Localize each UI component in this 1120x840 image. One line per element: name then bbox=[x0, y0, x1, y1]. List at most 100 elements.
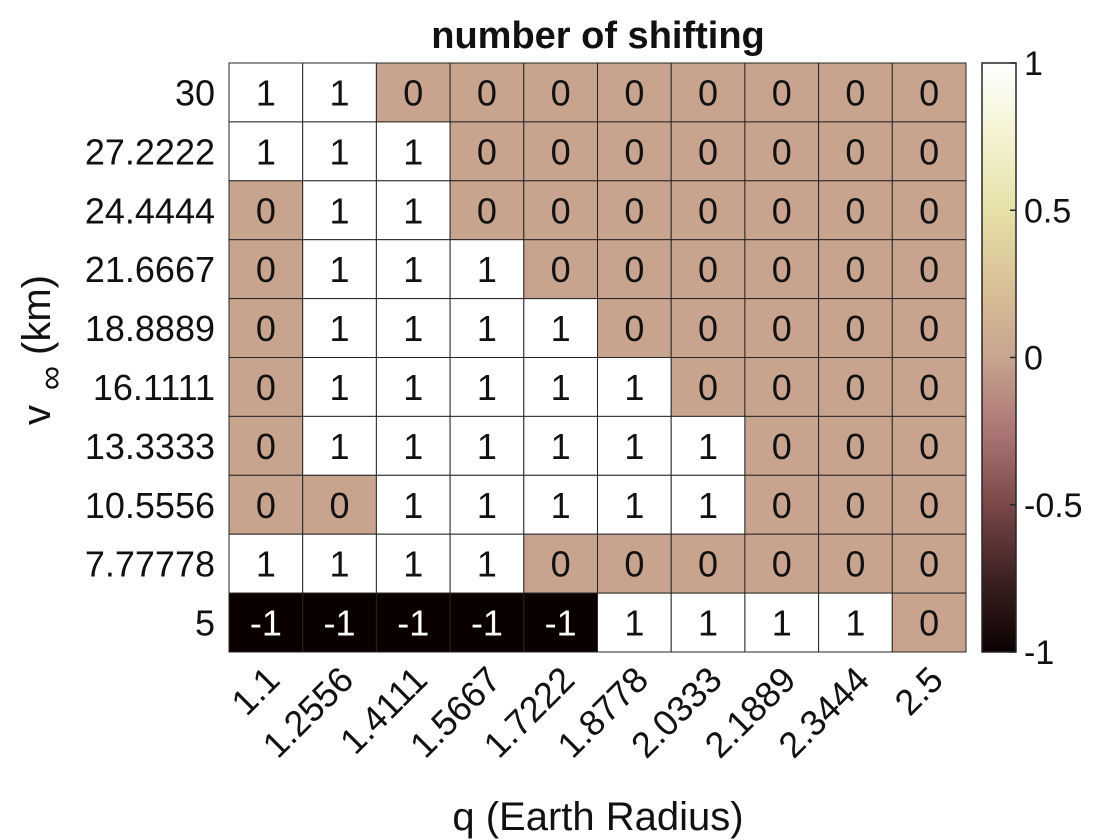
heatmap-cell-value: 0 bbox=[919, 603, 939, 644]
heatmap-cell bbox=[375, 180, 451, 241]
heatmap-cell bbox=[891, 121, 967, 182]
heatmap-cell bbox=[228, 357, 304, 417]
heatmap-cell-value: 1 bbox=[477, 249, 497, 290]
heatmap-cell-value: 0 bbox=[772, 426, 792, 467]
heatmap-cell-value: -1 bbox=[545, 603, 577, 644]
heatmap-cell-value: 1 bbox=[403, 190, 423, 231]
heatmap-cell-value: 0 bbox=[772, 131, 792, 172]
heatmap-cell bbox=[597, 62, 672, 123]
heatmap-cell-value: 0 bbox=[477, 72, 497, 113]
heatmap-cell-value: 1 bbox=[330, 249, 350, 290]
colorbar-ticks: 1 0.5 0 -0.5 -1 bbox=[1010, 45, 1083, 672]
heatmap-cell-value: 1 bbox=[403, 308, 423, 349]
heatmap-cell bbox=[302, 62, 377, 123]
y-axis-label: v ∞ (km) bbox=[15, 275, 70, 425]
heatmap-cell-value: 1 bbox=[477, 485, 497, 526]
heatmap-cell-value: 1 bbox=[256, 72, 276, 113]
heatmap-cell-value: 1 bbox=[403, 485, 423, 526]
heatmap-cell bbox=[818, 533, 893, 594]
heatmap-cell-value: 1 bbox=[330, 544, 350, 585]
heatmap-cell bbox=[891, 62, 967, 123]
heatmap-cell-value: -1 bbox=[250, 603, 282, 644]
heatmap-cell bbox=[670, 592, 746, 653]
y-tick-label: 13.3333 bbox=[85, 426, 215, 467]
heatmap-cell bbox=[818, 180, 893, 241]
heatmap-cell-value: 1 bbox=[624, 603, 644, 644]
y-axis-label-unit: (km) bbox=[15, 275, 59, 355]
heatmap-cell-value: 1 bbox=[403, 544, 423, 585]
y-tick-label: 21.6667 bbox=[85, 249, 215, 290]
colorbar-tick-label: 1 bbox=[1024, 45, 1043, 83]
heatmap-cell-value: 0 bbox=[698, 131, 718, 172]
heatmap-cell-value: 0 bbox=[477, 131, 497, 172]
heatmap-cells bbox=[228, 62, 967, 653]
heatmap-cell-value: 0 bbox=[256, 367, 276, 408]
heatmap-cell-value: 1 bbox=[477, 308, 497, 349]
x-axis-label: q (Earth Radius) bbox=[452, 795, 743, 839]
heatmap-cell bbox=[744, 298, 820, 359]
heatmap-cell-value: 1 bbox=[551, 485, 571, 526]
heatmap-cell bbox=[302, 180, 377, 241]
heatmap-cell-value: 1 bbox=[330, 367, 350, 408]
heatmap-cell bbox=[597, 357, 672, 417]
heatmap-cell bbox=[302, 121, 377, 182]
heatmap-cell-value: 1 bbox=[403, 426, 423, 467]
heatmap-cell-value: 1 bbox=[698, 426, 718, 467]
heatmap-cell bbox=[891, 474, 967, 535]
heatmap-cell-value: 1 bbox=[330, 190, 350, 231]
heatmap-cell-value: 1 bbox=[477, 367, 497, 408]
heatmap-cell bbox=[302, 592, 377, 653]
colorbar-tick-label: -0.5 bbox=[1024, 487, 1083, 525]
heatmap-cell bbox=[375, 62, 451, 123]
heatmap-cell bbox=[523, 180, 598, 241]
heatmap-cell-value: -1 bbox=[324, 603, 356, 644]
colorbar-tick-label: 0.5 bbox=[1024, 192, 1071, 230]
heatmap-cell-value: 0 bbox=[256, 426, 276, 467]
heatmap-cell-value: 0 bbox=[772, 485, 792, 526]
heatmap-cell bbox=[523, 592, 598, 653]
heatmap-cell-value: 0 bbox=[845, 131, 865, 172]
y-tick-label: 5 bbox=[195, 603, 215, 644]
y-tick-label: 16.1111 bbox=[93, 367, 215, 408]
heatmap-cell bbox=[744, 180, 820, 241]
heatmap-cell-value: 0 bbox=[403, 72, 423, 113]
heatmap-cell-value: 0 bbox=[477, 190, 497, 231]
colorbar-tick-label: 0 bbox=[1024, 340, 1043, 378]
heatmap-cell-value: 1 bbox=[477, 544, 497, 585]
heatmap-cell-value: 0 bbox=[551, 249, 571, 290]
heatmap-cell bbox=[228, 533, 304, 594]
y-tick-label: 18.8889 bbox=[85, 308, 215, 349]
heatmap-cell-value: 1 bbox=[330, 308, 350, 349]
heatmap-cell bbox=[449, 474, 525, 535]
heatmap-cell bbox=[670, 298, 746, 359]
heatmap-cell-value: 0 bbox=[919, 426, 939, 467]
heatmap-cell-value: 0 bbox=[919, 367, 939, 408]
heatmap-cell-value: 0 bbox=[551, 72, 571, 113]
heatmap-cell-value: 1 bbox=[403, 367, 423, 408]
chart-title: number of shifting bbox=[431, 15, 765, 57]
heatmap-cell-value: 0 bbox=[624, 72, 644, 113]
y-axis-label-subscript: ∞ bbox=[32, 366, 70, 390]
heatmap-cell-value: 1 bbox=[477, 426, 497, 467]
heatmap-cell-value: 0 bbox=[772, 249, 792, 290]
heatmap-cell-value: 0 bbox=[256, 249, 276, 290]
heatmap-cell-value: 0 bbox=[845, 367, 865, 408]
heatmap-cell bbox=[597, 239, 672, 300]
y-tick-label: 27.2222 bbox=[85, 131, 215, 172]
heatmap-cell bbox=[891, 298, 967, 359]
x-tick-label: 2.5 bbox=[886, 659, 950, 723]
heatmap-cell-value: 0 bbox=[624, 544, 644, 585]
heatmap-cell-value: 0 bbox=[772, 190, 792, 231]
heatmap-cell-value: 0 bbox=[845, 426, 865, 467]
heatmap-cell-value: 0 bbox=[256, 190, 276, 231]
heatmap-cell-value: -1 bbox=[397, 603, 429, 644]
heatmap-cell-value: 0 bbox=[845, 72, 865, 113]
heatmap-cell bbox=[670, 180, 746, 241]
colorbar-tick-label: -1 bbox=[1024, 634, 1054, 672]
heatmap-cell-value: 0 bbox=[845, 308, 865, 349]
heatmap-cell bbox=[597, 474, 672, 535]
heatmap-cell bbox=[670, 121, 746, 182]
heatmap-cell-value: 1 bbox=[551, 308, 571, 349]
heatmap-cell bbox=[744, 533, 820, 594]
